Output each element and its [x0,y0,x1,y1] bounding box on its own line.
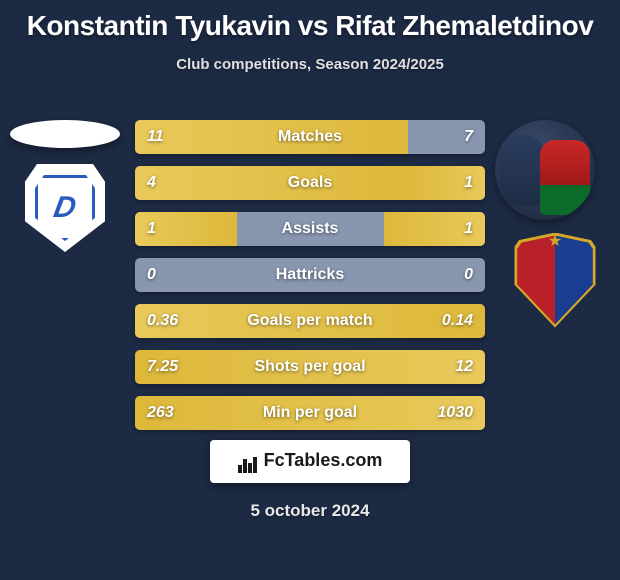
right-player-column: ★ [495,120,615,325]
brand-badge: FcTables.com [210,440,411,483]
page-title: Konstantin Tyukavin vs Rifat Zhemaletdin… [0,0,620,42]
stat-value-left: 4 [147,166,156,200]
stat-row: Matches11 7 [135,120,485,154]
stat-value-right: 0.14 [442,304,473,338]
date-text: 5 october 2024 [0,501,620,521]
player-right-photo [495,120,595,220]
stat-label: Hattricks [135,258,485,292]
stat-value-left: 0 [147,258,156,292]
stat-value-right: 0 [464,258,473,292]
stat-label: Matches [135,120,485,154]
brand-text: FcTables.com [264,450,383,470]
stat-value-right: 1030 [437,396,473,430]
stat-value-right: 12 [455,350,473,384]
stat-row: Min per goal263 1030 [135,396,485,430]
dynamo-shield-icon: D [25,164,105,252]
stat-row: Goals per match0.36 0.14 [135,304,485,338]
stat-label: Min per goal [135,396,485,430]
stat-row: Assists1 1 [135,212,485,246]
player-left-club-logo: D [20,163,110,253]
player-left-photo [10,120,120,148]
stat-row: Shots per goal7.25 12 [135,350,485,384]
stat-value-right: 7 [464,120,473,154]
stat-label: Goals [135,166,485,200]
stat-label: Assists [135,212,485,246]
stat-value-left: 1 [147,212,156,246]
stat-row: Goals4 1 [135,166,485,200]
player-right-club-logo: ★ [510,235,600,325]
stat-value-left: 0.36 [147,304,178,338]
footer: FcTables.com 5 october 2024 [0,440,620,521]
stat-label: Goals per match [135,304,485,338]
left-player-column: D [5,120,125,253]
stat-value-left: 263 [147,396,174,430]
cska-shield-icon: ★ [510,233,600,328]
stat-bars: Matches117Goals41Assists11Hattricks00Goa… [135,120,485,442]
stat-row: Hattricks0 0 [135,258,485,292]
stat-value-left: 11 [147,120,164,154]
stat-value-right: 1 [464,166,473,200]
stat-value-right: 1 [464,212,473,246]
subtitle: Club competitions, Season 2024/2025 [0,56,620,73]
bars-logo-icon [238,452,258,473]
stat-label: Shots per goal [135,350,485,384]
stat-value-left: 7.25 [147,350,178,384]
